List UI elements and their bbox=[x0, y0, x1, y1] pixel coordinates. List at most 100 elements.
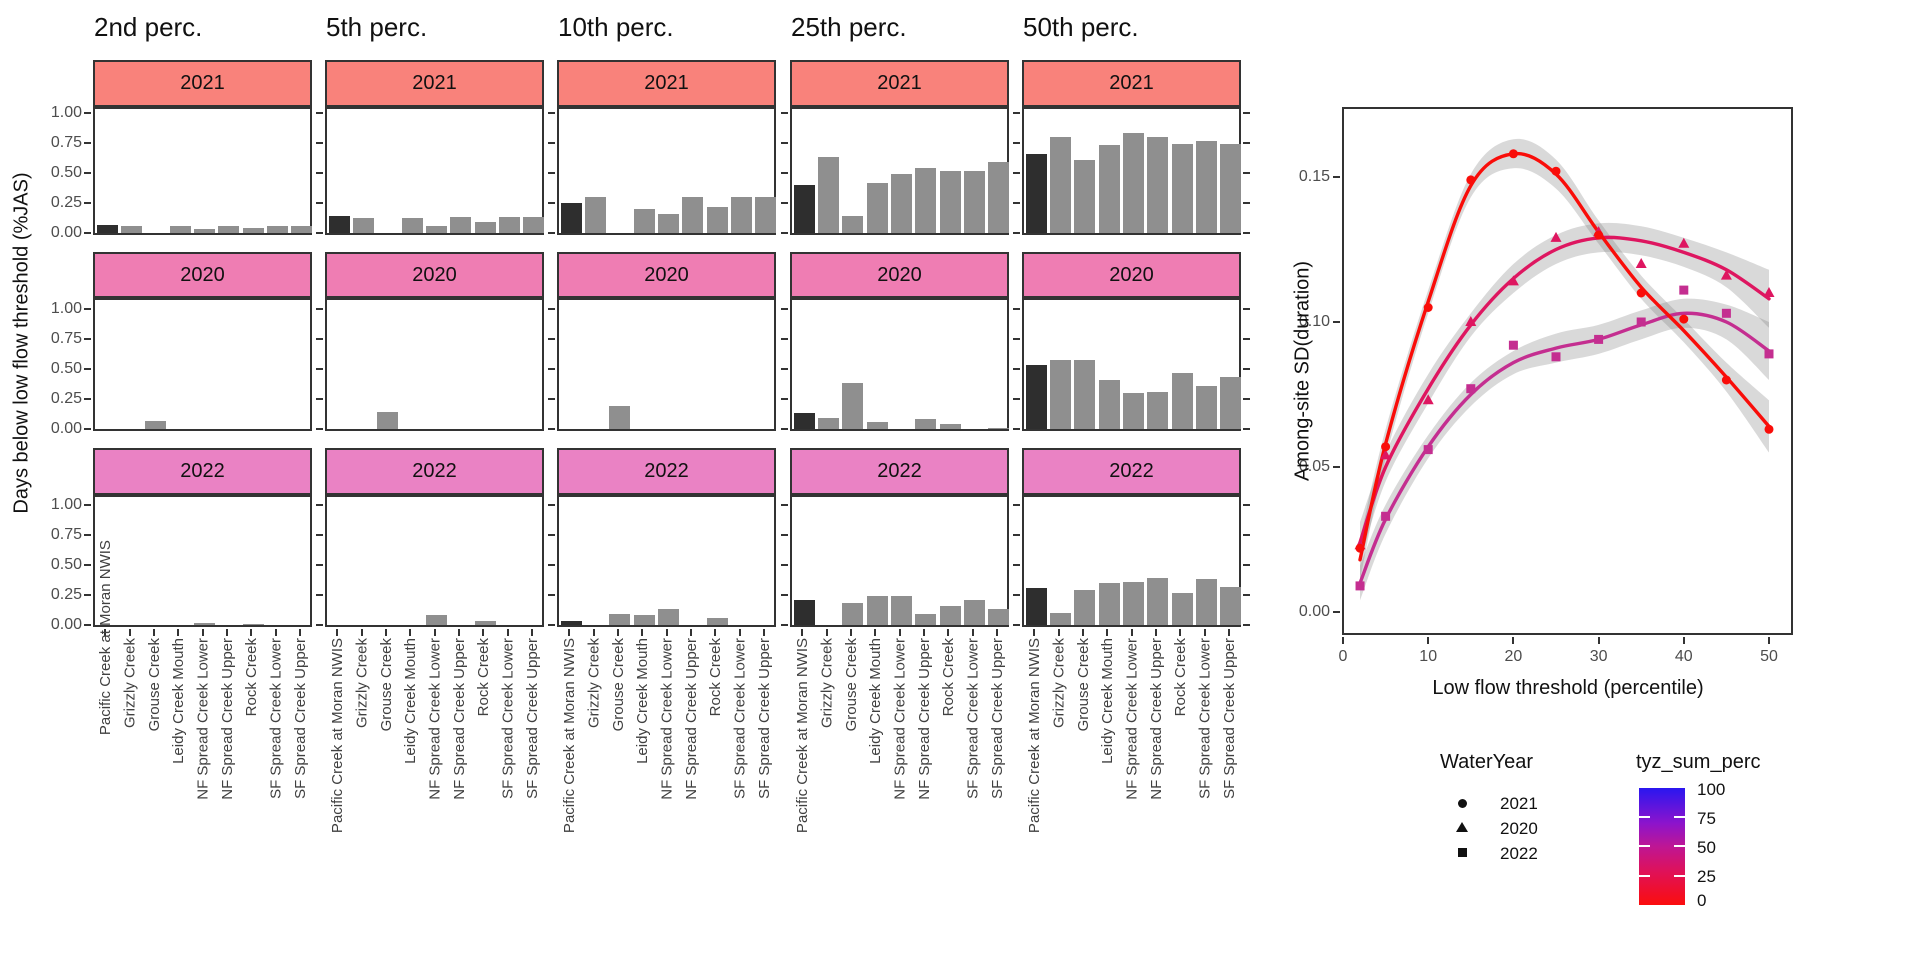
facet-strip: 2022 bbox=[790, 448, 1009, 495]
x-tick-mark bbox=[360, 629, 363, 636]
y-tick-mark bbox=[548, 398, 555, 400]
bar bbox=[377, 411, 399, 429]
y-tick-mark bbox=[781, 202, 788, 204]
x-tick-mark bbox=[274, 629, 277, 636]
facet-panel bbox=[790, 495, 1010, 627]
x-tick-mark bbox=[1342, 637, 1344, 644]
y-tick-mark bbox=[781, 624, 788, 626]
bar bbox=[474, 621, 496, 625]
left-y-axis-title: Days below low flow threshold (%JAS) bbox=[10, 172, 33, 514]
x-axis-site-label: NF Spread Creek Upper bbox=[450, 638, 468, 800]
bar bbox=[1098, 145, 1120, 233]
bar bbox=[498, 216, 520, 233]
right-x-axis-title: Low flow threshold (percentile) bbox=[1432, 677, 1704, 699]
y-tick-label: 0.05 bbox=[1298, 458, 1330, 475]
bar bbox=[193, 228, 215, 233]
bar bbox=[817, 157, 839, 233]
bar bbox=[1025, 365, 1047, 429]
y-tick-mark bbox=[316, 504, 323, 506]
x-tick-mark bbox=[225, 629, 228, 636]
bar bbox=[842, 603, 864, 625]
y-tick-mark bbox=[84, 202, 91, 204]
y-tick-mark bbox=[781, 112, 788, 114]
bar bbox=[474, 222, 496, 233]
gradient-label-50: 50 bbox=[1697, 838, 1716, 857]
x-tick-mark bbox=[1057, 629, 1060, 636]
data-point-2021 bbox=[1594, 230, 1604, 240]
x-tick-mark bbox=[298, 629, 301, 636]
x-axis-site-label: Grouse Creek bbox=[609, 638, 627, 732]
data-point-2021 bbox=[1764, 424, 1774, 434]
bar bbox=[401, 218, 423, 233]
y-tick-mark bbox=[1013, 564, 1020, 566]
x-tick-mark bbox=[801, 629, 804, 636]
bar bbox=[988, 427, 1010, 429]
bar bbox=[425, 615, 447, 625]
x-tick-mark bbox=[1427, 637, 1430, 644]
x-tick-label: 50 bbox=[1760, 648, 1778, 665]
x-axis-site-label: NF Spread Creek Upper bbox=[1147, 638, 1165, 800]
smooth-line-2022 bbox=[1358, 311, 1771, 585]
x-tick-mark bbox=[568, 629, 571, 636]
facet-strip: 2021 bbox=[790, 60, 1009, 107]
data-point-2021 bbox=[1423, 303, 1433, 312]
facet-strip: 2021 bbox=[93, 60, 312, 107]
y-tick-mark bbox=[1013, 504, 1020, 506]
y-tick-mark bbox=[1013, 202, 1020, 204]
x-axis-site-label: Grouse Creek bbox=[1074, 638, 1092, 732]
bar bbox=[1171, 144, 1193, 233]
bar bbox=[218, 225, 240, 233]
bar bbox=[939, 170, 961, 233]
x-axis-site-label: SF Spread Creek Lower bbox=[731, 638, 749, 799]
bar bbox=[890, 174, 912, 233]
x-axis-site-label: Leidy Creek Mouth bbox=[867, 638, 885, 764]
bar bbox=[96, 225, 118, 233]
bar bbox=[328, 216, 350, 233]
facet-strip: 2022 bbox=[325, 448, 544, 495]
x-tick-mark bbox=[1106, 629, 1109, 636]
y-tick-label: 0.15 bbox=[1298, 168, 1330, 185]
x-axis-site-label: SF Spread Creek Upper bbox=[1220, 638, 1238, 799]
facet-column-header: 5th perc. bbox=[326, 12, 428, 42]
y-tick-mark bbox=[1243, 338, 1250, 340]
y-tick-label: 0.50 bbox=[50, 164, 82, 181]
bar bbox=[1074, 159, 1096, 233]
data-point-2021 bbox=[1679, 314, 1689, 324]
y-tick-mark bbox=[316, 398, 323, 400]
y-tick-mark bbox=[316, 368, 323, 370]
y-tick-mark bbox=[316, 232, 323, 234]
x-tick-mark bbox=[433, 629, 436, 636]
x-axis-site-label: SF Spread Creek Lower bbox=[499, 638, 517, 799]
y-tick-mark bbox=[1013, 308, 1020, 310]
x-tick-mark bbox=[849, 629, 852, 636]
bar bbox=[657, 609, 679, 625]
bar bbox=[793, 413, 815, 429]
y-tick-mark bbox=[84, 594, 91, 596]
x-axis-site-label: Rock Creek bbox=[940, 638, 958, 717]
legend-circle-icon bbox=[1458, 799, 1467, 808]
x-tick-mark bbox=[104, 629, 107, 636]
y-tick-mark bbox=[84, 308, 91, 310]
bar bbox=[1147, 578, 1169, 625]
y-tick-label: 1.00 bbox=[50, 104, 82, 121]
bar bbox=[842, 216, 864, 233]
facet-column-header: 10th perc. bbox=[558, 12, 674, 42]
x-axis-site-label: Grouse Creek bbox=[842, 638, 860, 732]
x-axis-site-label: SF Spread Creek Upper bbox=[755, 638, 773, 799]
y-tick-mark bbox=[548, 368, 555, 370]
bar bbox=[633, 615, 655, 625]
x-tick-mark bbox=[1768, 637, 1770, 644]
bar bbox=[633, 209, 655, 233]
facet-panel bbox=[93, 107, 313, 235]
x-tick-mark bbox=[482, 629, 485, 636]
bar bbox=[1049, 137, 1071, 233]
x-tick-mark bbox=[506, 629, 509, 636]
y-tick-mark bbox=[84, 624, 91, 626]
y-tick-mark bbox=[1333, 321, 1340, 323]
y-tick-label: 0.00 bbox=[50, 420, 82, 437]
gradient-label-0: 0 bbox=[1697, 891, 1707, 910]
y-tick-mark bbox=[1013, 232, 1020, 234]
data-point-2021 bbox=[1551, 166, 1561, 176]
y-tick-label: 0.75 bbox=[50, 330, 82, 347]
bar bbox=[1195, 385, 1217, 429]
